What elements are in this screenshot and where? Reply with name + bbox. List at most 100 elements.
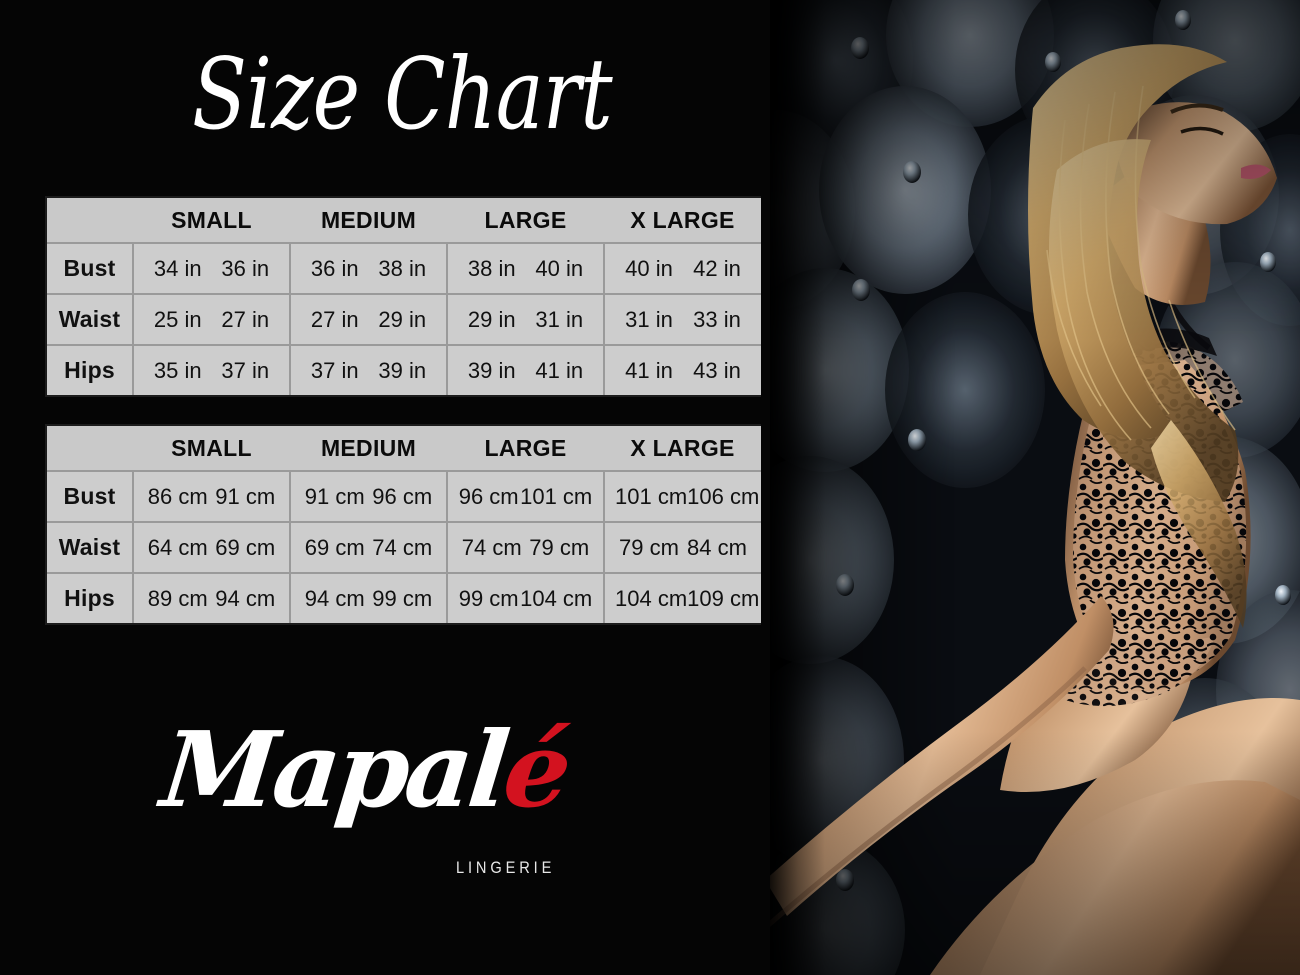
table-row: Bust 86 cm 91 cm 91 cm 96 cm 96 cm 101 cm 1… [47,470,761,522]
size-table-centimeters: SMALL MEDIUM LARGE X LARGE Bust 86 cm 91 … [45,424,761,625]
header-large: LARGE [447,198,604,243]
cell-bust-small: 86 cm 91 cm [133,470,291,522]
value-min: 96 cm [458,483,519,509]
value-max: 43 in [693,357,741,383]
table-header-row: SMALL MEDIUM LARGE X LARGE [47,426,761,471]
cell-waist-large: 29 in 31 in [447,293,605,345]
header-blank [47,426,133,471]
header-x-large: X LARGE [604,198,761,243]
value-max: 91 cm [215,483,276,509]
table-row: Waist 25 in 27 in 27 in 29 in 29 in 31 in 3… [47,293,761,345]
brand-logo: Mapalé LINGERIE [156,708,588,888]
value-min: 101 cm [615,483,688,509]
value-max: 101 cm [520,483,593,509]
value-min: 36 in [310,255,359,281]
cell-bust-x-large: 101 cm 106 cm [604,470,761,522]
size-table-inches-grid: SMALL MEDIUM LARGE X LARGE Bust 34 in 36 … [47,198,761,395]
cell-waist-small: 25 in 27 in [133,293,291,345]
cell-hips-x-large: 104 cm 109 cm [604,572,761,623]
cell-bust-large: 38 in 40 in [447,242,605,294]
row-label-hips: Hips [47,572,134,623]
value-max: 104 cm [520,585,593,611]
value-min: 40 in [625,255,673,281]
cell-hips-medium: 94 cm 99 cm [290,572,448,623]
header-large: LARGE [447,426,604,471]
brand-logo-wordmark: Mapalé [156,708,573,831]
size-table-centimeters-grid: SMALL MEDIUM LARGE X LARGE Bust 86 cm 91 … [47,426,761,623]
value-max: 38 in [378,255,427,281]
value-min: 39 in [467,357,516,383]
page-title: Size Chart [192,38,613,152]
value-min: 94 cm [304,585,365,611]
header-medium: MEDIUM [290,198,447,243]
header-blank [47,198,133,243]
cell-waist-small: 64 cm 69 cm [133,521,291,573]
value-max: 42 in [693,255,741,281]
model-photo-illustration [765,0,1300,975]
brand-accent-letter: é [498,708,574,831]
value-max: 31 in [535,306,584,332]
value-max: 109 cm [687,585,760,611]
brand-name-text: Mapal [156,708,512,831]
value-min: 74 cm [461,534,522,560]
cell-hips-large: 39 in 41 in [447,344,605,395]
value-min: 29 in [467,306,516,332]
row-label-waist: Waist [47,293,134,345]
value-min: 69 cm [304,534,365,560]
cell-hips-medium: 37 in 39 in [290,344,448,395]
table-row: Bust 34 in 36 in 36 in 38 in 38 in 40 in 40… [47,242,761,294]
value-max: 41 in [535,357,584,383]
value-max: 37 in [221,357,270,383]
brand-tagline: LINGERIE [456,858,556,877]
value-max: 29 in [378,306,427,332]
value-max: 39 in [378,357,427,383]
cell-bust-large: 96 cm 101 cm [447,470,605,522]
cell-bust-medium: 91 cm 96 cm [290,470,448,522]
value-min: 31 in [625,306,673,332]
value-min: 99 cm [458,585,519,611]
table-row: Hips 35 in 37 in 37 in 39 in 39 in 41 in 41… [47,344,761,395]
table-row: Waist 64 cm 69 cm 69 cm 74 cm 74 cm 79 cm 7… [47,521,761,573]
cell-waist-x-large: 79 cm 84 cm [604,521,761,573]
value-max: 33 in [693,306,741,332]
value-max: 99 cm [372,585,433,611]
value-max: 79 cm [529,534,590,560]
value-max: 94 cm [215,585,276,611]
value-min: 38 in [467,255,516,281]
size-table-inches: SMALL MEDIUM LARGE X LARGE Bust 34 in 36 … [45,196,761,397]
cell-hips-small: 89 cm 94 cm [133,572,291,623]
value-min: 91 cm [304,483,365,509]
value-min: 35 in [153,357,202,383]
value-min: 37 in [310,357,359,383]
value-max: 40 in [535,255,584,281]
left-content-panel: Size Chart SMALL MEDIUM LARGE X LARGE [45,38,761,888]
cell-hips-x-large: 41 in 43 in [604,344,761,395]
value-max: 36 in [221,255,270,281]
cell-bust-medium: 36 in 38 in [290,242,448,294]
cell-hips-small: 35 in 37 in [133,344,291,395]
value-min: 41 in [625,357,673,383]
value-min: 104 cm [615,585,688,611]
value-max: 69 cm [215,534,276,560]
value-max: 27 in [221,306,270,332]
value-min: 34 in [153,255,202,281]
value-min: 79 cm [619,534,679,560]
value-min: 86 cm [147,483,208,509]
value-max: 74 cm [372,534,433,560]
table-row: Hips 89 cm 94 cm 94 cm 99 cm 99 cm 104 cm 1… [47,572,761,623]
row-label-hips: Hips [47,344,134,395]
row-label-bust: Bust [47,470,134,522]
header-small: SMALL [133,426,290,471]
value-min: 64 cm [147,534,208,560]
value-max: 96 cm [372,483,433,509]
cell-bust-x-large: 40 in 42 in [604,242,761,294]
header-medium: MEDIUM [290,426,447,471]
cell-hips-large: 99 cm 104 cm [447,572,605,623]
value-min: 25 in [153,306,202,332]
value-max: 106 cm [687,483,760,509]
row-label-bust: Bust [47,242,134,294]
value-max: 84 cm [687,534,747,560]
cell-waist-medium: 27 in 29 in [290,293,448,345]
model-photo [765,0,1300,975]
row-label-waist: Waist [47,521,134,573]
